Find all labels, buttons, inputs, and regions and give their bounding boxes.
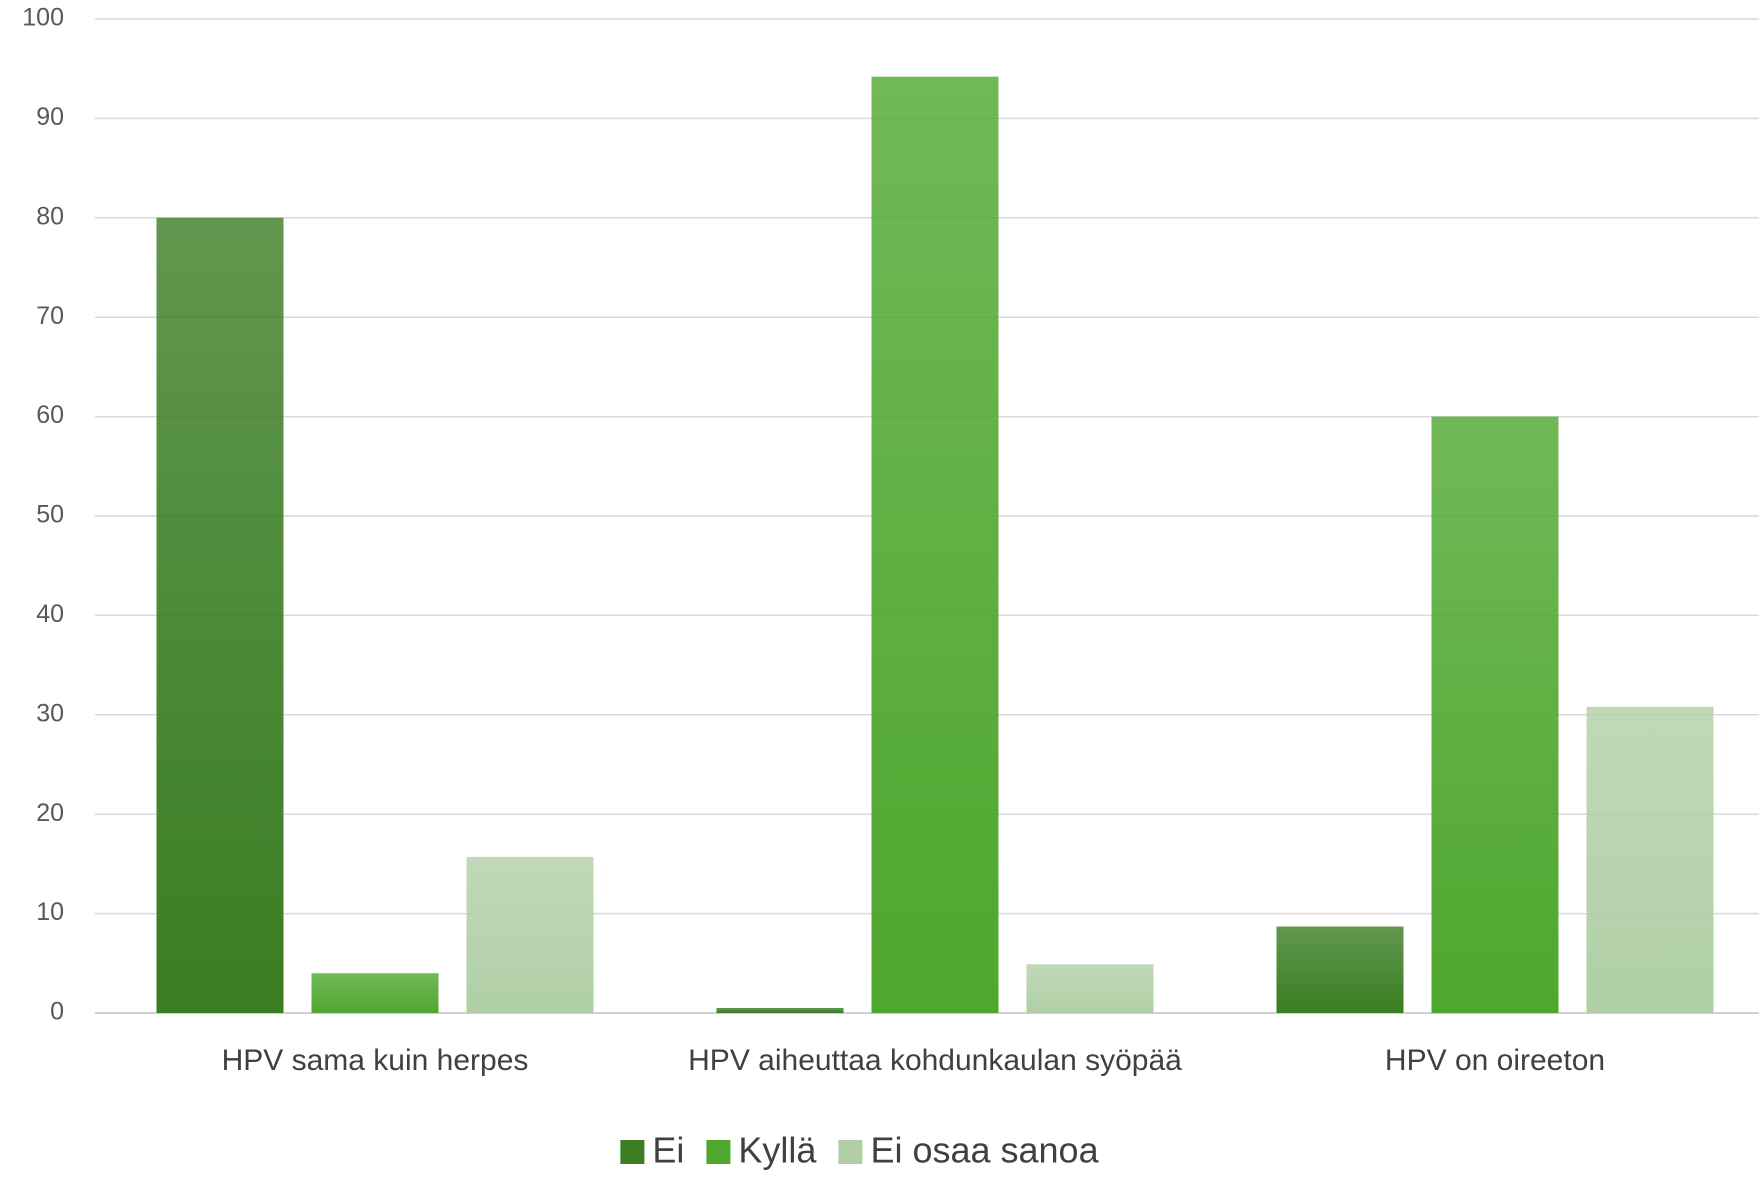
bar bbox=[1586, 706, 1714, 1013]
legend-label: Ei bbox=[652, 1130, 684, 1171]
y-tick-label: 10 bbox=[36, 898, 64, 926]
y-tick-label: 80 bbox=[36, 202, 64, 230]
y-tick-label: 30 bbox=[36, 699, 64, 727]
bar bbox=[716, 1008, 844, 1013]
x-tick-label: HPV aiheuttaa kohdunkaulan syöpää bbox=[688, 1044, 1182, 1077]
legend-swatch bbox=[838, 1140, 863, 1164]
y-tick-label: 0 bbox=[50, 998, 64, 1026]
legend-swatch bbox=[706, 1140, 731, 1164]
x-tick-label: HPV on oireeton bbox=[1385, 1044, 1605, 1077]
y-tick-label: 100 bbox=[22, 4, 64, 32]
bar bbox=[1276, 926, 1404, 1013]
y-tick-label: 60 bbox=[36, 401, 64, 429]
y-tick-label: 70 bbox=[36, 302, 64, 330]
bar bbox=[156, 217, 284, 1014]
bar bbox=[466, 856, 594, 1013]
y-tick-label: 90 bbox=[36, 103, 64, 131]
legend-swatch bbox=[620, 1140, 645, 1164]
y-tick-label: 20 bbox=[36, 799, 64, 827]
bar bbox=[1431, 416, 1559, 1014]
x-tick-label: HPV sama kuin herpes bbox=[222, 1044, 529, 1077]
bar bbox=[871, 76, 999, 1014]
legend-label: Kyllä bbox=[738, 1130, 817, 1171]
bar bbox=[311, 973, 439, 1013]
bar bbox=[1026, 964, 1154, 1013]
legend-label: Ei osaa sanoa bbox=[870, 1130, 1099, 1171]
y-tick-label: 40 bbox=[36, 600, 64, 628]
y-tick-label: 50 bbox=[36, 501, 64, 529]
